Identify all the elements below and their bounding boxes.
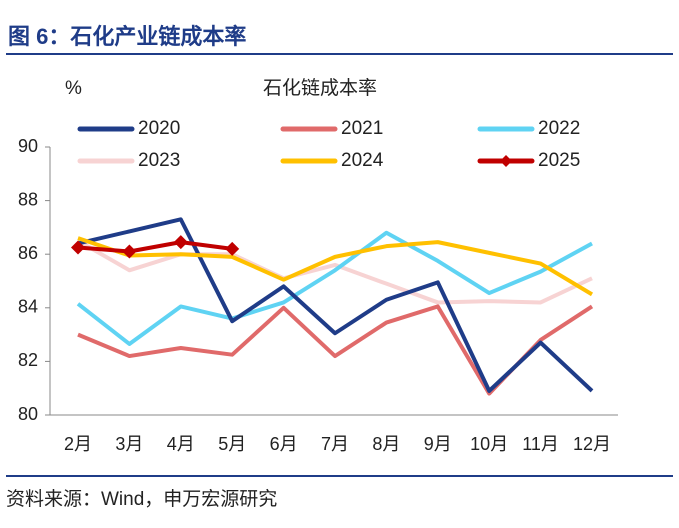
point-marker [173,235,188,250]
header-title: 图 6：石化产业链成本率 [8,24,246,49]
series-line [77,304,594,396]
x-tick-label: 12月 [573,434,611,454]
x-tick-label: 11月 [522,434,559,454]
legend-label: 2022 [538,118,580,139]
x-tick-label: 10月 [470,434,508,454]
x-tick-label: 3月 [115,434,143,454]
legend-label: 2021 [341,118,383,139]
x-tick-label: 9月 [424,434,452,454]
series-line [77,240,233,254]
x-tick-label: 2月 [64,434,92,454]
point-marker [71,240,85,255]
y-tick-label: 84 [18,297,38,317]
chart-title: 石化链成本率 [263,77,377,99]
y-axis-label: % [65,78,82,99]
series-line [77,217,594,393]
x-tick-label: 5月 [218,434,246,454]
point-marker [122,244,137,259]
y-tick-label: 80 [18,404,38,424]
x-tick-label: 4月 [167,434,195,454]
series-line [76,230,593,346]
legend-marker [500,155,512,167]
series-line [77,236,594,297]
x-tick-label: 8月 [372,434,400,454]
x-tick-label: 6月 [270,434,298,454]
legend-label: 2020 [138,118,180,139]
y-tick-label: 82 [18,350,38,370]
legend-label: 2023 [138,150,180,171]
y-tick-label: 88 [18,189,38,209]
source: 资料来源：Wind，申万宏源研究 [6,488,277,510]
series-line [77,239,593,305]
legend-label: 2025 [538,150,580,171]
point-marker [225,241,240,256]
legend-label: 2024 [341,150,384,171]
y-tick-label: 86 [18,243,38,263]
x-tick-label: 7月 [321,434,349,454]
y-tick-label: 90 [18,136,38,156]
